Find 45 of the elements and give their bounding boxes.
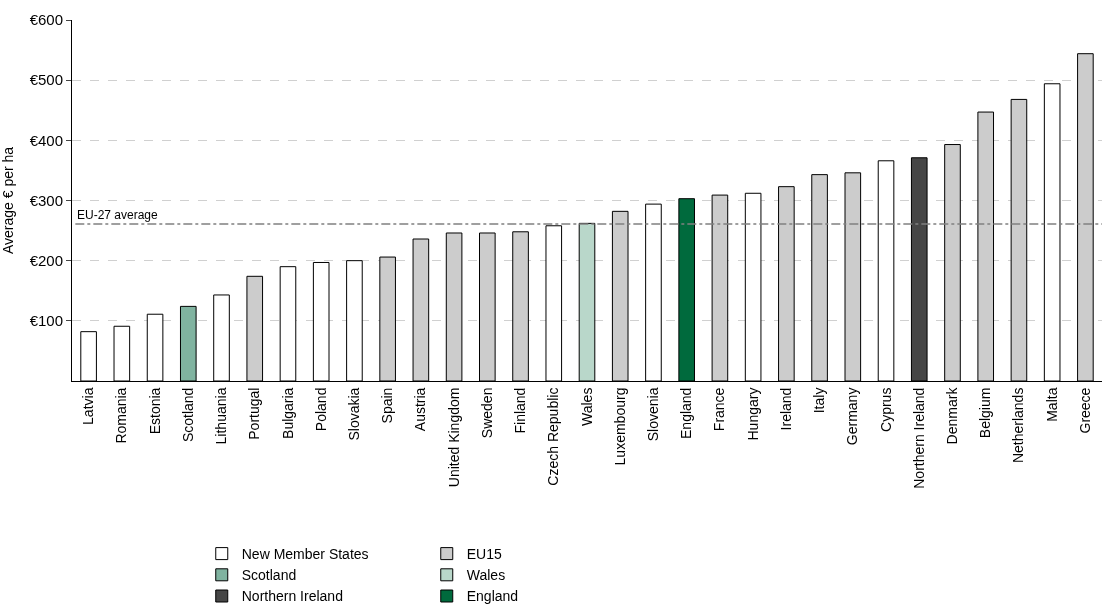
- y-tick-label: €500: [29, 71, 63, 89]
- x-tick-label: Netherlands: [1010, 387, 1027, 464]
- legend-label: England: [466, 588, 519, 605]
- x-tick-label: Hungary: [744, 387, 761, 441]
- x-tick-label: Poland: [312, 387, 329, 432]
- x-tick-label: United Kingdom: [445, 387, 462, 488]
- x-tick-label: Greece: [1076, 387, 1093, 434]
- x-tick-label: Ireland: [777, 387, 794, 431]
- legend-label: Wales: [466, 567, 506, 584]
- y-axis-title: Average € per ha: [0, 146, 16, 255]
- x-tick-label: Slovakia: [345, 387, 362, 441]
- legend-label: Northern Ireland: [241, 588, 343, 605]
- y-tick-label: €300: [29, 191, 63, 209]
- x-tick-label: Latvia: [80, 387, 97, 425]
- y-tick-label: €200: [29, 251, 63, 269]
- x-tick-label: Czech Republic: [545, 387, 562, 486]
- x-tick-label: Finland: [512, 387, 529, 434]
- x-tick-label: Spain: [379, 387, 396, 424]
- x-tick-label: Lithuania: [213, 387, 230, 445]
- x-tick-label: Sweden: [478, 387, 495, 439]
- x-tick-label: Romania: [113, 387, 130, 444]
- legend-label: New Member States: [241, 546, 369, 563]
- y-tick-label: €600: [29, 11, 63, 29]
- x-tick-label: Italy: [811, 387, 828, 414]
- legend-label: Scotland: [241, 567, 297, 584]
- x-tick-label: Wales: [578, 387, 595, 426]
- x-tick-label: Belgium: [977, 387, 994, 439]
- ref-line-label: EU-27 average: [77, 208, 159, 222]
- x-tick-label: Cyprus: [877, 387, 894, 432]
- y-tick-label: €100: [29, 312, 63, 330]
- x-tick-label: Portugal: [246, 387, 263, 440]
- x-tick-label: Northern Ireland: [910, 387, 927, 489]
- legend-label: EU15: [466, 546, 502, 563]
- y-tick-label: €400: [29, 131, 63, 149]
- x-tick-label: Scotland: [179, 387, 196, 443]
- x-tick-label: England: [678, 387, 695, 439]
- x-tick-label: Germany: [844, 387, 861, 446]
- x-tick-label: Malta: [1043, 387, 1060, 422]
- x-tick-label: Slovenia: [645, 387, 661, 442]
- x-tick-label: Bulgaria: [279, 387, 296, 439]
- x-tick-label: Denmark: [944, 386, 961, 445]
- x-tick-label: Estonia: [146, 387, 163, 435]
- x-tick-label: France: [711, 387, 728, 432]
- x-tick-label: Luxembourg: [611, 387, 628, 466]
- x-tick-label: Austria: [412, 387, 429, 432]
